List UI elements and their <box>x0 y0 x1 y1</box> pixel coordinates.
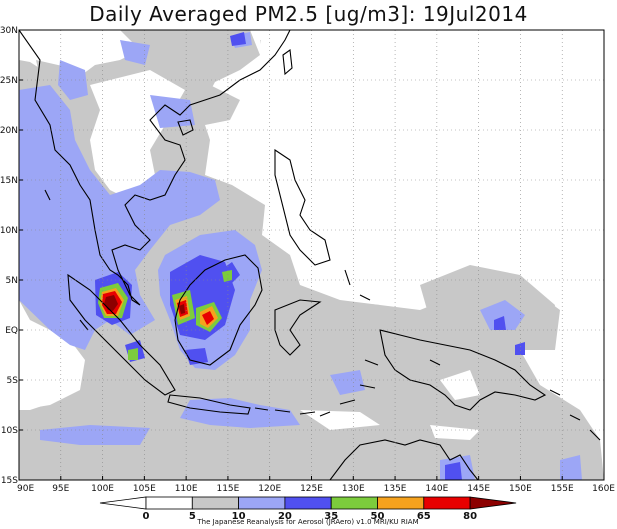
lon-tick-label: 125E <box>300 484 323 494</box>
lon-tick-label: 95E <box>52 484 69 494</box>
lat-tick-label: 10N <box>0 226 18 236</box>
colorbar-segment <box>330 496 378 510</box>
philippines-coast <box>274 148 331 266</box>
lon-tick-label: 130E <box>342 484 365 494</box>
colorbar-high-triangle <box>469 496 517 510</box>
lat-tick-label: 5S <box>7 376 19 386</box>
colorbar-segment <box>238 496 286 510</box>
lat-tick-label: 15N <box>0 176 18 186</box>
coastlines <box>19 30 601 480</box>
lat-tick-label: 20N <box>0 126 18 136</box>
mainland-coast <box>19 30 291 306</box>
lon-tick-label: 105E <box>133 484 156 494</box>
colorbar-level-label: 5 <box>189 511 196 522</box>
lat-tick-labels: 30N 25N 20N 15N 10N 5N EQ 5S 10S 15S <box>0 26 23 486</box>
australia-coast <box>329 439 479 480</box>
colorbar-segment <box>423 496 471 510</box>
lon-tick-labels: 90E 95E 100E 105E 110E 115E 120E 125E 130E 135E 14… <box>17 476 615 494</box>
credit-text: The Japanese Reanalysis for Aerosol (JRA… <box>196 518 418 526</box>
colorbar-level-label: 10 <box>232 511 246 522</box>
colorbar-low-triangle <box>99 496 147 510</box>
lon-tick-label: 155E <box>551 484 574 494</box>
colorbar-level-label: 80 <box>463 511 477 522</box>
lon-tick-label: 90E <box>17 484 34 494</box>
lat-tick-label: 25N <box>0 76 18 86</box>
colorbar-level-label: 0 <box>143 511 150 522</box>
lon-tick-label: 115E <box>216 484 239 494</box>
lat-tick-label: 5N <box>6 276 18 286</box>
lon-tick-label: 135E <box>384 484 407 494</box>
colorbar-level-label: 65 <box>417 511 431 522</box>
colorbar-segment <box>191 496 240 510</box>
lat-tick-label: 15S <box>1 476 18 486</box>
taiwan-coast <box>282 49 293 76</box>
sumatra-coast <box>67 273 176 396</box>
new-guinea-coast <box>379 329 547 411</box>
colorbar: 0 5 10 20 35 50 65 80 <box>99 496 517 522</box>
colorbar-segment <box>284 496 332 510</box>
lon-tick-label: 100E <box>91 484 114 494</box>
borneo-coast <box>174 254 263 366</box>
colorbar-segment <box>377 496 425 510</box>
lat-tick-label: EQ <box>5 326 18 336</box>
lon-tick-label: 110E <box>175 484 198 494</box>
colorbar-segment <box>145 496 193 510</box>
map-title: Daily Averaged PM2.5 [ug/m3]: 19Jul2014 <box>89 2 528 26</box>
colorbar-level-label: 35 <box>324 511 338 522</box>
colorbar-level-label: 50 <box>371 511 385 522</box>
lon-tick-label: 140E <box>425 484 448 494</box>
pm25-field <box>19 30 604 480</box>
lat-tick-label: 10S <box>1 426 18 436</box>
lat-tick-label: 30N <box>0 26 18 36</box>
gridlines <box>19 30 604 480</box>
hainan-coast <box>177 119 194 136</box>
sulawesi-coast <box>274 299 322 356</box>
lon-tick-label: 145E <box>467 484 490 494</box>
colorbar-level-label: 20 <box>278 511 292 522</box>
java-coast <box>167 394 251 415</box>
lon-tick-label: 160E <box>592 484 615 494</box>
small-islands <box>44 189 601 441</box>
lon-tick-label: 120E <box>258 484 281 494</box>
lon-tick-label: 150E <box>509 484 532 494</box>
